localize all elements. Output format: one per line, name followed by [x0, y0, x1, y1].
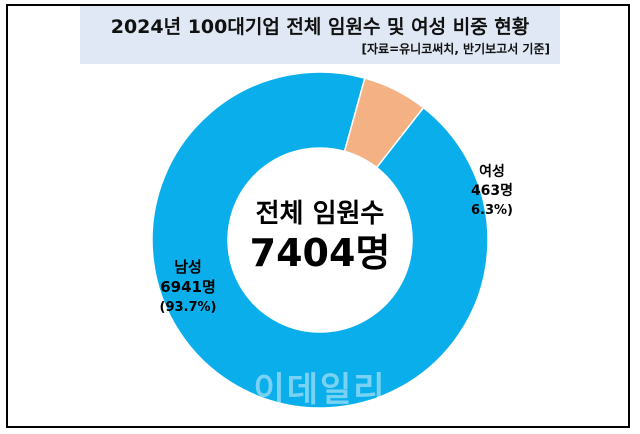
male-value-label: 6941명 — [160, 278, 216, 296]
slice-female — [343, 77, 425, 169]
female-percent-label: 6.3%) — [471, 203, 513, 218]
female-value-label: 463명 — [471, 182, 513, 199]
center-total: 7404명 — [250, 231, 391, 275]
chart-title: 2024년 100대기업 전체 임원수 및 여성 비중 현황 — [110, 16, 530, 38]
male-name-label: 남성 — [174, 258, 202, 276]
title-banner: 2024년 100대기업 전체 임원수 및 여성 비중 현황 [자료=유니코써치… — [80, 6, 560, 64]
watermark: 이데일리 — [253, 370, 387, 410]
female-name-label: 여성 — [479, 163, 505, 180]
slice-male — [151, 71, 489, 409]
source-note: [자료=유니코써치, 반기보고서 기준] — [361, 42, 551, 56]
center-label: 전체 임원수 — [256, 199, 385, 229]
slices-group — [151, 71, 489, 409]
male-percent-label: (93.7%) — [160, 300, 217, 315]
